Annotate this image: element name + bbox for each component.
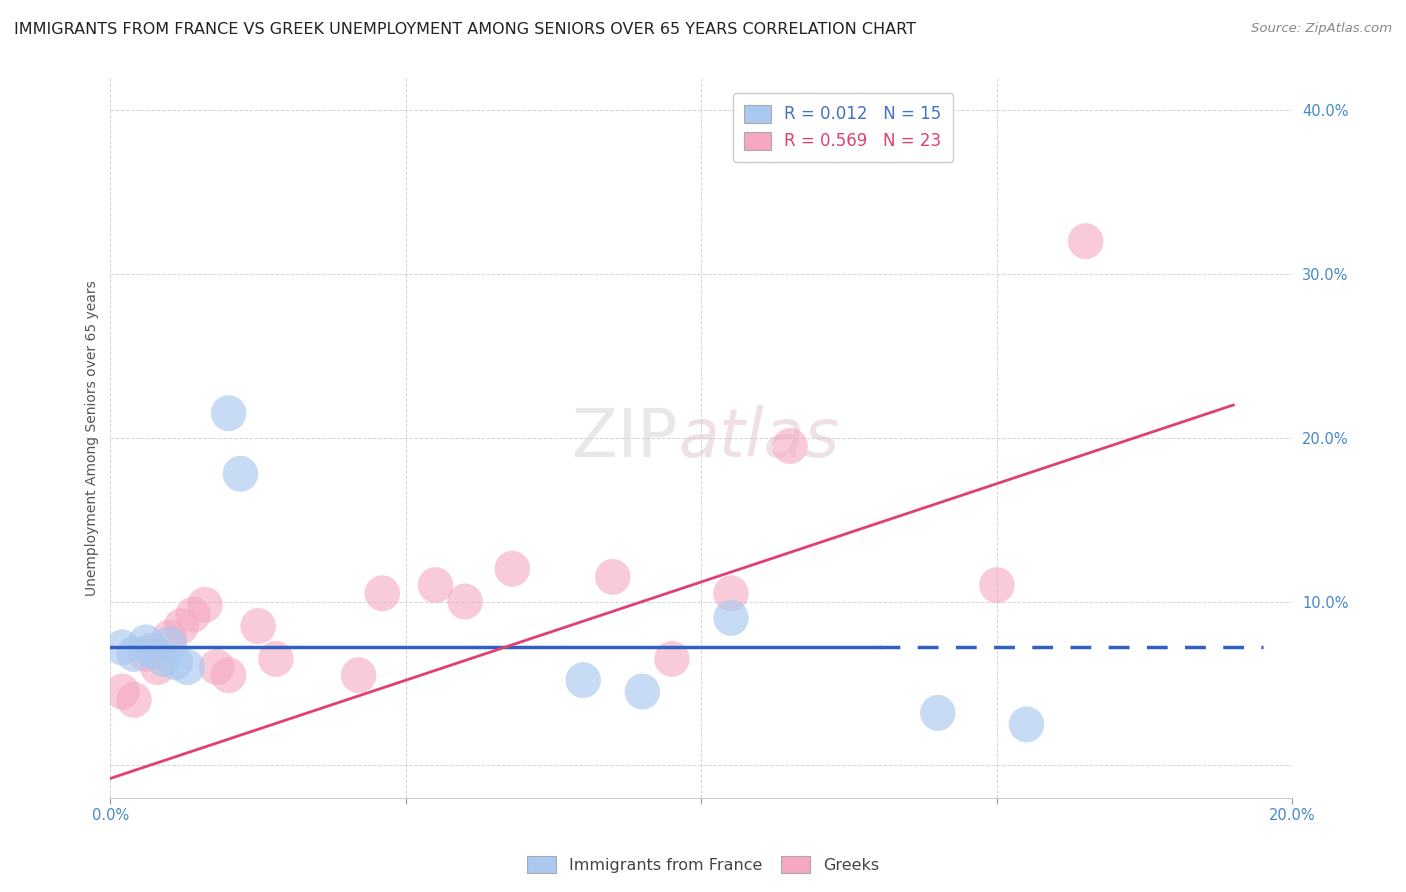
Legend: Immigrants from France, Greeks: Immigrants from France, Greeks — [520, 849, 886, 880]
Y-axis label: Unemployment Among Seniors over 65 years: Unemployment Among Seniors over 65 years — [86, 280, 100, 596]
Text: atlas: atlas — [678, 405, 839, 471]
Text: ZIP: ZIP — [572, 405, 678, 471]
Legend: R = 0.012   N = 15, R = 0.569   N = 23: R = 0.012 N = 15, R = 0.569 N = 23 — [733, 93, 953, 162]
Text: IMMIGRANTS FROM FRANCE VS GREEK UNEMPLOYMENT AMONG SENIORS OVER 65 YEARS CORRELA: IMMIGRANTS FROM FRANCE VS GREEK UNEMPLOY… — [14, 22, 917, 37]
Text: Source: ZipAtlas.com: Source: ZipAtlas.com — [1251, 22, 1392, 36]
